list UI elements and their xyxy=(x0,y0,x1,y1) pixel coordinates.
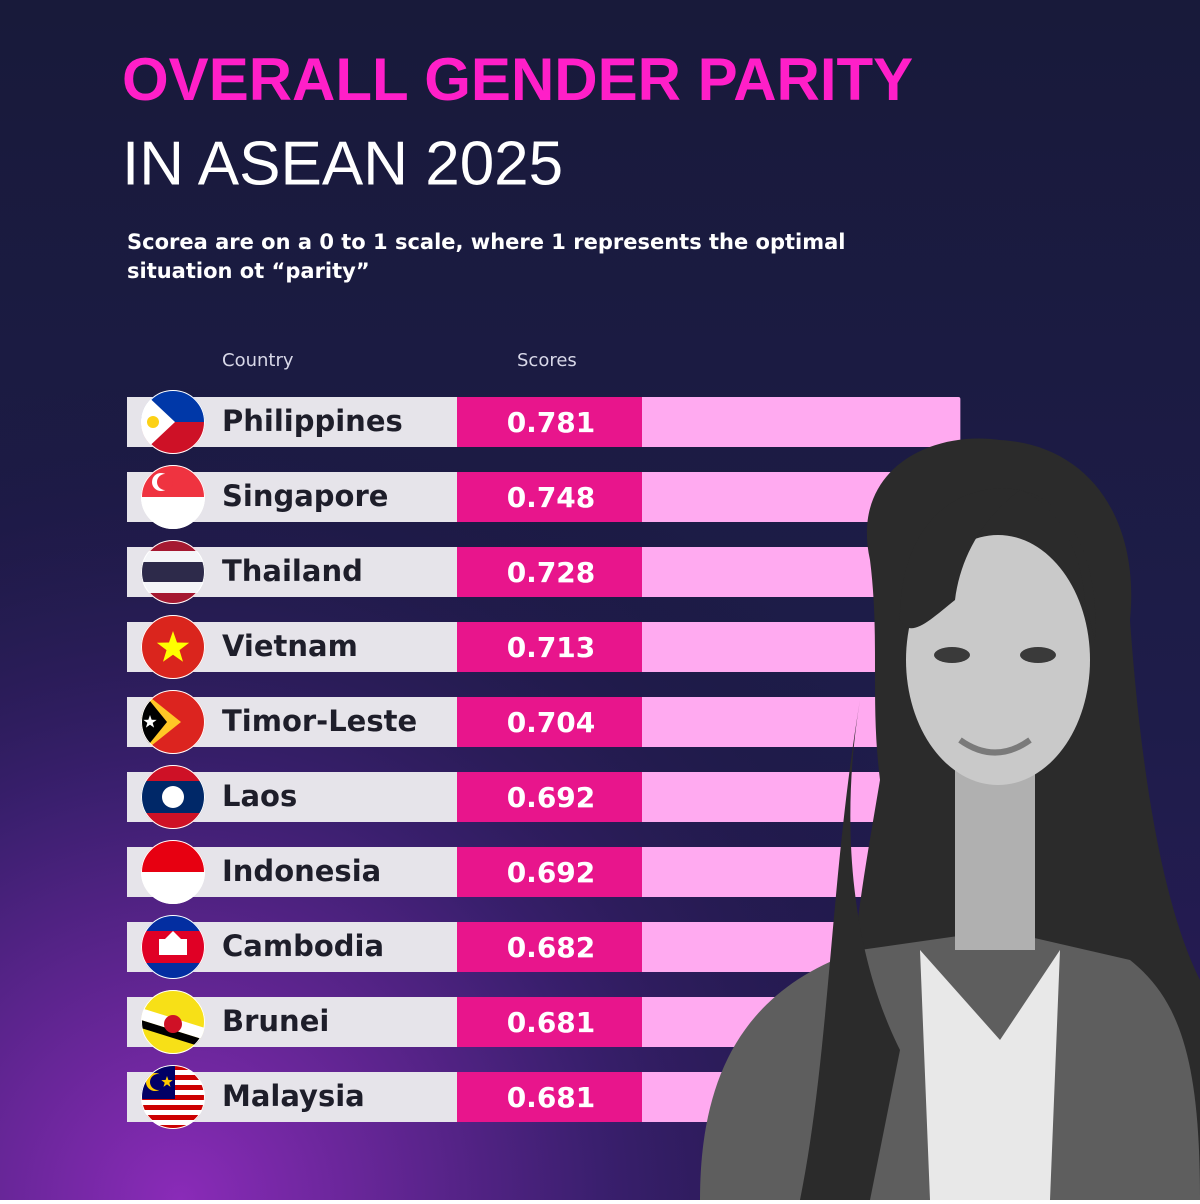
score-cell xyxy=(457,772,642,822)
flag-icon xyxy=(141,840,205,904)
score-value: 0.692 xyxy=(507,781,596,814)
table-row: Philippines 0.781 xyxy=(127,390,961,454)
score-cell xyxy=(457,622,642,672)
score-value: 0.728 xyxy=(507,556,596,589)
table-row: Thailand 0.728 xyxy=(127,540,937,604)
country-name: Laos xyxy=(222,779,297,813)
score-cell xyxy=(457,697,642,747)
table-row: Singapore 0.748 xyxy=(127,465,946,529)
score-value: 0.681 xyxy=(507,1081,596,1114)
country-name: Philippines xyxy=(222,404,403,438)
column-header: Country xyxy=(222,350,294,371)
portrait-photo xyxy=(700,438,1200,1200)
country-name: Vietnam xyxy=(222,629,358,663)
table-row: Cambodia 0.682 xyxy=(127,915,916,979)
flag-icon xyxy=(141,615,205,679)
score-value: 0.781 xyxy=(507,406,596,439)
score-value: 0.748 xyxy=(507,481,596,514)
table-row: Laos 0.692 xyxy=(127,765,920,829)
score-value: 0.692 xyxy=(507,856,596,889)
country-name: Timor-Leste xyxy=(222,704,417,738)
score-value: 0.682 xyxy=(507,931,596,964)
score-cell xyxy=(457,547,642,597)
column-header: Scores xyxy=(517,350,577,371)
flag-icon xyxy=(141,390,205,454)
title: OVERALL GENDER PARITY xyxy=(122,46,913,113)
score-cell xyxy=(457,847,642,897)
score-cell xyxy=(457,922,642,972)
score-value: 0.681 xyxy=(507,1006,596,1039)
table-row: Timor-Leste 0.704 xyxy=(127,690,926,754)
table-row: Vietnam 0.713 xyxy=(127,615,930,679)
subtitle: Scorea are on a 0 to 1 scale, where 1 re… xyxy=(127,230,846,254)
country-name: Singapore xyxy=(222,479,388,513)
score-cell xyxy=(457,472,642,522)
flag-icon xyxy=(141,465,205,529)
country-name: Indonesia xyxy=(222,854,381,888)
subtitle: situation ot “parity” xyxy=(127,259,370,283)
table-row: Indonesia 0.692 xyxy=(127,840,920,904)
score-cell xyxy=(457,997,642,1047)
score-value: 0.704 xyxy=(507,706,596,739)
flag-icon xyxy=(141,540,205,604)
flag-icon xyxy=(141,915,205,979)
flag-icon xyxy=(141,990,205,1054)
country-name: Cambodia xyxy=(222,929,384,963)
flag-icon xyxy=(141,1065,205,1129)
flag-icon xyxy=(141,765,205,829)
score-value: 0.713 xyxy=(507,631,596,664)
title-line2: IN ASEAN 2025 xyxy=(122,129,563,198)
country-name: Thailand xyxy=(222,554,363,588)
score-cell xyxy=(457,397,642,447)
country-name: Malaysia xyxy=(222,1079,365,1113)
score-cell xyxy=(457,1072,642,1122)
country-name: Brunei xyxy=(222,1004,329,1038)
flag-icon xyxy=(141,690,205,754)
